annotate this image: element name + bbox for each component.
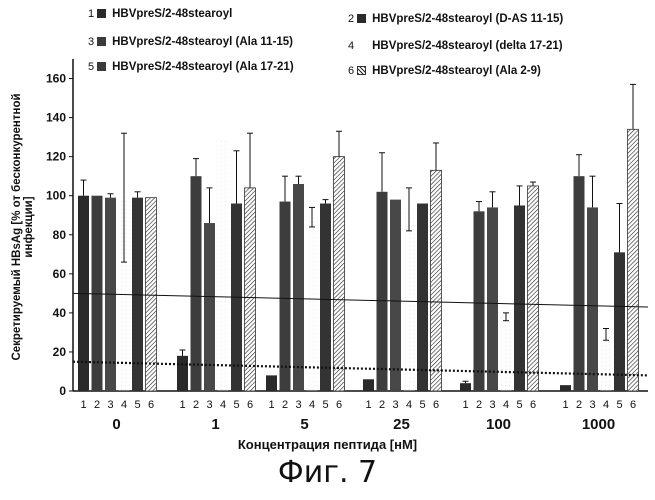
bar-s3-c5 bbox=[293, 183, 304, 391]
x-axis-title: Концентрация пептида [нМ] bbox=[237, 437, 418, 452]
legend-entry-3: 3 HBVpreS/2-48stearoyl (Ala 11-15) bbox=[88, 36, 294, 48]
bar-s4-c25 bbox=[403, 209, 415, 391]
bar-number-label: 4 bbox=[309, 399, 315, 411]
y-tick-label: 160 bbox=[46, 72, 66, 86]
bar-s4-c5 bbox=[306, 217, 318, 391]
bar-number-label: 4 bbox=[121, 399, 127, 411]
y-tick-label: 80 bbox=[53, 228, 67, 242]
legend-entry-1: 1 HBVpreS/2-48stearoyl bbox=[88, 8, 233, 20]
solid-reference-line bbox=[72, 292, 649, 308]
bar-number-label: 3 bbox=[392, 399, 398, 411]
bar-number-label: 2 bbox=[476, 399, 482, 411]
bar-number-label: 4 bbox=[503, 399, 509, 411]
y-tick-label: 20 bbox=[53, 345, 67, 359]
category-label: 5 bbox=[300, 416, 308, 433]
bar-s5-c100 bbox=[514, 205, 525, 391]
legend-entry-2: 2 HBVpreS/2-48stearoyl (D-AS 11-15) bbox=[348, 13, 564, 25]
bar-s2-c1000 bbox=[573, 176, 585, 391]
bar-number-label: 1 bbox=[562, 399, 568, 411]
bar-s6-c1000 bbox=[627, 128, 639, 392]
bar-s2-c5 bbox=[279, 201, 291, 391]
bar-number-label: 6 bbox=[247, 399, 253, 411]
y-tick-label: 140 bbox=[46, 111, 66, 125]
legend-entry-5: 5 HBVpreS/2-48stearoyl (Ala 17-21) bbox=[88, 61, 294, 73]
figure-caption: Фиг. 7 bbox=[277, 455, 378, 490]
bar-number-label: 3 bbox=[206, 399, 212, 411]
y-tick-label: 60 bbox=[53, 267, 67, 281]
bar-s2-c100 bbox=[473, 211, 485, 391]
bar-s1-c1 bbox=[177, 355, 188, 391]
bar-s3-c100 bbox=[487, 207, 498, 391]
bar-number-label: 5 bbox=[616, 399, 622, 411]
bar-s1-c25 bbox=[363, 379, 374, 391]
bar-number-label: 5 bbox=[516, 399, 522, 411]
bar-s2-c25 bbox=[376, 191, 388, 391]
bar-s2-c0 bbox=[91, 195, 103, 391]
bar-s1-c5 bbox=[266, 375, 277, 391]
y-axis-title: Секретируемый HBsAg [% от бесконкурентно… bbox=[11, 93, 35, 361]
bar-s6-c1 bbox=[244, 187, 256, 392]
bar-number-label: 1 bbox=[268, 399, 274, 411]
bar-number-label: 5 bbox=[322, 399, 328, 411]
bar-number-label: 2 bbox=[379, 399, 385, 411]
legend-entry-4: 4 HBVpreS/2-48stearoyl (delta 17-21) bbox=[348, 40, 563, 52]
bar-number-label: 5 bbox=[419, 399, 425, 411]
bar-s3-c1 bbox=[204, 223, 215, 391]
y-tick-label: 120 bbox=[46, 150, 66, 164]
bar-number-label: 6 bbox=[336, 399, 342, 411]
bar-s5-c0 bbox=[132, 197, 143, 391]
bar-number-label: 3 bbox=[295, 399, 301, 411]
bar-s1-c1000 bbox=[560, 385, 571, 391]
bar-s4-c100 bbox=[500, 316, 512, 391]
bar-number-label: 4 bbox=[220, 399, 226, 411]
dotted-reference-line bbox=[72, 360, 649, 377]
bar-number-label: 4 bbox=[406, 399, 412, 411]
bar-number-label: 3 bbox=[589, 399, 595, 411]
category-label: 25 bbox=[393, 416, 410, 433]
bar-number-label: 1 bbox=[462, 399, 468, 411]
bar-number-label: 2 bbox=[282, 399, 288, 411]
y-tick-label: 100 bbox=[46, 189, 66, 203]
bar-number-label: 2 bbox=[193, 399, 199, 411]
bar-s6-c5 bbox=[333, 156, 345, 392]
bar-number-label: 2 bbox=[576, 399, 582, 411]
legend-entry-6: 6 HBVpreS/2-48stearoyl (Ala 2-9) bbox=[348, 65, 541, 77]
bar-number-label: 5 bbox=[134, 399, 140, 411]
category-label: 100 bbox=[486, 416, 511, 433]
bar-number-label: 6 bbox=[530, 399, 536, 411]
bar-number-label: 3 bbox=[489, 399, 495, 411]
bar-number-label: 2 bbox=[94, 399, 100, 411]
y-tick-label: 40 bbox=[53, 306, 67, 320]
bar-number-label: 5 bbox=[233, 399, 239, 411]
bar-number-label: 3 bbox=[107, 399, 113, 411]
category-label: 1 bbox=[211, 416, 219, 433]
bar-s3-c1000 bbox=[587, 207, 598, 391]
bar-number-label: 1 bbox=[179, 399, 185, 411]
bar-s3-c25 bbox=[390, 199, 401, 391]
bar-number-label: 6 bbox=[148, 399, 154, 411]
bar-number-label: 6 bbox=[433, 399, 439, 411]
bar-s2-c1 bbox=[190, 176, 202, 391]
y-tick-label: 0 bbox=[59, 384, 66, 398]
bar-number-label: 1 bbox=[365, 399, 371, 411]
bar-s5-c25 bbox=[417, 203, 428, 391]
bar-s6-c0 bbox=[145, 197, 157, 392]
bar-s6-c25 bbox=[430, 169, 442, 392]
bar-number-label: 1 bbox=[80, 399, 86, 411]
bar-s4-c1 bbox=[217, 139, 229, 391]
bar-s6-c100 bbox=[527, 185, 539, 392]
bar-s4-c1000 bbox=[600, 334, 612, 391]
category-label: 1000 bbox=[582, 416, 615, 433]
bar-s5-c5 bbox=[320, 203, 331, 391]
bar-number-label: 4 bbox=[603, 399, 609, 411]
bar-s1-c100 bbox=[460, 383, 471, 391]
bar-number-label: 6 bbox=[630, 399, 636, 411]
category-label: 0 bbox=[112, 416, 120, 433]
bar-s5-c1000 bbox=[614, 252, 625, 391]
